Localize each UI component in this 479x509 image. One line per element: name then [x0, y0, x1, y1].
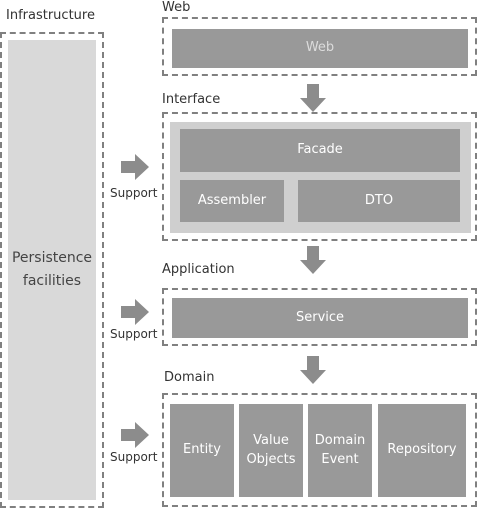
domain-layer-title: Domain [164, 370, 215, 385]
support-label: Support [110, 450, 158, 464]
entity-box: Entity [170, 404, 234, 497]
facade-box: Facade [180, 129, 460, 172]
value-objects-box: Value Objects [239, 404, 303, 497]
interface-layer-container [162, 112, 477, 241]
down-arrow-icon [300, 84, 326, 112]
application-layer-title: Application [162, 262, 235, 277]
assembler-box: Assembler [180, 180, 284, 222]
application-layer-container [162, 288, 477, 346]
support-label: Support [110, 327, 158, 341]
web-box: Web [172, 29, 468, 68]
domain-event-box: Domain Event [308, 404, 372, 497]
support-label: Support [110, 186, 158, 200]
infrastructure-title: Infrastructure [6, 8, 95, 23]
infrastructure-container [0, 32, 104, 508]
down-arrow-icon [300, 356, 326, 384]
repository-box: Repository [378, 404, 466, 497]
right-arrow-icon [121, 154, 149, 180]
domain-layer-container [162, 393, 477, 507]
down-arrow-icon [300, 246, 326, 274]
service-box: Service [172, 298, 468, 338]
web-layer-container [162, 17, 477, 76]
persistence-facilities-box: Persistence facilities [8, 40, 96, 500]
web-layer-title: Web [162, 0, 191, 15]
right-arrow-icon [121, 422, 149, 448]
interface-layer-title: Interface [162, 92, 221, 107]
dto-box: DTO [298, 180, 460, 222]
right-arrow-icon [121, 299, 149, 325]
